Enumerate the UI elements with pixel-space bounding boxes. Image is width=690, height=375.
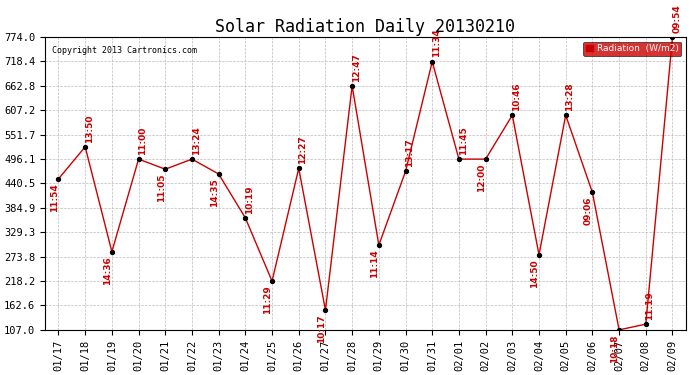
Point [213,171,224,177]
Point [320,307,331,313]
Text: 14:36: 14:36 [104,256,112,285]
Text: 13:24: 13:24 [192,126,201,155]
Legend: Radiation  (W/m2): Radiation (W/m2) [583,42,681,56]
Text: 12:27: 12:27 [298,135,308,164]
Text: 12:47: 12:47 [352,53,361,82]
Point [533,252,544,258]
Point [587,189,598,195]
Point [106,249,117,255]
Point [133,156,144,162]
Text: 11:54: 11:54 [50,183,59,212]
Point [186,156,197,162]
Point [79,144,90,150]
Point [266,278,277,284]
Point [613,327,624,333]
Title: Solar Radiation Daily 20130210: Solar Radiation Daily 20130210 [215,18,515,36]
Text: 12:00: 12:00 [477,163,486,192]
Text: 13:28: 13:28 [565,82,574,111]
Text: 10:46: 10:46 [512,82,521,111]
Point [346,83,357,89]
Point [453,156,464,162]
Point [373,242,384,248]
Text: 14:50: 14:50 [531,259,540,288]
Point [293,165,304,171]
Text: Copyright 2013 Cartronics.com: Copyright 2013 Cartronics.com [52,46,197,55]
Text: 11:29: 11:29 [264,285,273,314]
Point [667,34,678,40]
Text: 13:50: 13:50 [85,114,94,142]
Text: 10:17: 10:17 [317,314,326,343]
Text: 09:06: 09:06 [584,196,593,225]
Text: 13:17: 13:17 [405,138,414,167]
Point [506,112,518,118]
Text: 11:14: 11:14 [370,249,380,278]
Point [240,215,251,221]
Point [160,166,171,172]
Text: 11:00: 11:00 [138,127,147,155]
Text: 14:35: 14:35 [210,178,219,207]
Text: 11:34: 11:34 [432,29,441,57]
Point [480,156,491,162]
Text: 11:05: 11:05 [157,173,166,202]
Text: 10:19: 10:19 [245,185,254,214]
Point [400,168,411,174]
Text: 11:19: 11:19 [645,291,654,320]
Text: 11:45: 11:45 [459,126,468,155]
Point [560,112,571,118]
Point [426,58,437,64]
Text: 10:18: 10:18 [611,334,620,363]
Text: 09:54: 09:54 [672,4,681,33]
Point [53,176,64,182]
Point [640,321,651,327]
